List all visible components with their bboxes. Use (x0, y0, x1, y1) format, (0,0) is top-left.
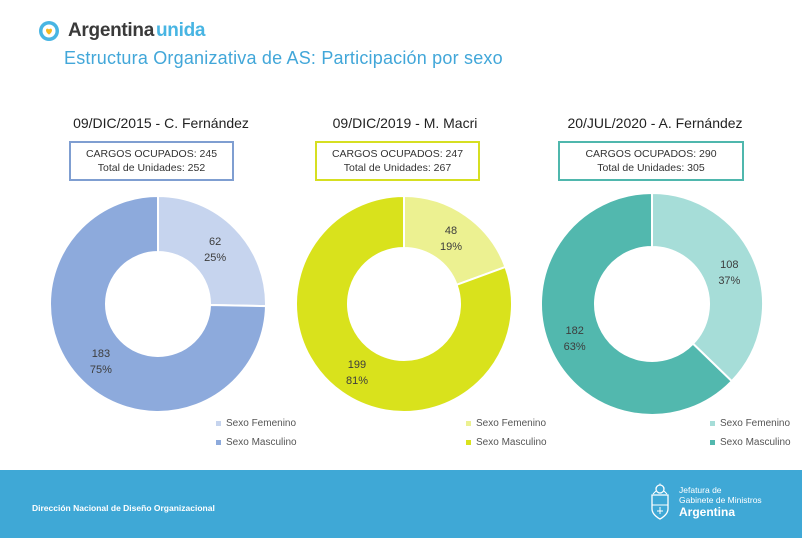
slice-value-label: 183 (92, 348, 110, 360)
legend-item-femenino: Sexo Femenino (710, 418, 790, 429)
legend-item-femenino: Sexo Femenino (216, 418, 296, 429)
footer-org-text: Jefatura de Gabinete de Ministros Argent… (679, 485, 762, 519)
footer-org-block: Jefatura de Gabinete de Ministros Argent… (648, 483, 762, 521)
slice-percent-label: 19% (440, 241, 462, 253)
slice-value-label: 199 (348, 359, 366, 371)
info-cargos: CARGOS OCUPADOS: 247 (331, 148, 464, 160)
brand-accent: unida (155, 20, 206, 41)
info-box: CARGOS OCUPADOS: 290 Total de Unidades: … (558, 141, 744, 181)
info-cargos: CARGOS OCUPADOS: 245 (85, 148, 218, 160)
chart-title: 20/JUL/2020 - A. Fernández (567, 115, 743, 131)
slice-value-label: 182 (565, 325, 583, 337)
legend-label-masculino: Sexo Masculino (720, 437, 791, 448)
info-unidades: Total de Unidades: 267 (343, 162, 452, 174)
brand-name: Argentina (68, 20, 154, 41)
chart-panel-2019: 09/DIC/2019 - M. Macri CARGOS OCUPADOS: … (280, 110, 547, 470)
heart-circle-icon (39, 21, 59, 41)
donut-slice-femenino (651, 191, 764, 383)
info-cargos: CARGOS OCUPADOS: 290 (585, 148, 717, 160)
donut-chart: 108 37% 182 63% (540, 191, 764, 416)
slice-percent-label: 75% (90, 364, 112, 376)
donut-slice-femenino (403, 194, 507, 287)
legend-label-femenino: Sexo Femenino (226, 418, 297, 429)
footer-org-country: Argentina (679, 505, 736, 519)
slice-value-label: 62 (209, 236, 221, 248)
legend-label-femenino: Sexo Femenino (720, 418, 791, 429)
info-box: CARGOS OCUPADOS: 247 Total de Unidades: … (315, 141, 480, 181)
donut-slice-femenino (157, 194, 267, 308)
chart-title: 09/DIC/2019 - M. Macri (332, 115, 478, 131)
footer-department: Dirección Nacional de Diseño Organizacio… (32, 503, 215, 513)
brand-logo-block: Argentina unida (38, 16, 205, 46)
footer-org-line1: Jefatura de (679, 485, 722, 495)
legend-item-masculino: Sexo Masculino (466, 437, 547, 448)
legend-item-masculino: Sexo Masculino (710, 437, 791, 448)
chart-panel-2020: 20/JUL/2020 - A. Fernández CARGOS OCUPAD… (530, 110, 791, 470)
footer-org-line2: Gabinete de Ministros (679, 495, 762, 505)
chart-title: 09/DIC/2015 - C. Fernández (73, 115, 249, 131)
slice-percent-label: 81% (346, 375, 368, 387)
donut-slice-masculino (540, 191, 734, 416)
chart-panel-2015: 09/DIC/2015 - C. Fernández CARGOS OCUPAD… (36, 110, 297, 470)
legend-swatch-masculino (466, 440, 471, 445)
legend-swatch-masculino (710, 440, 715, 445)
legend-swatch-femenino (466, 421, 471, 426)
info-box: CARGOS OCUPADOS: 245 Total de Unidades: … (69, 141, 234, 181)
donut-slice-masculino (295, 194, 513, 413)
info-unidades: Total de Unidades: 305 (597, 162, 705, 174)
legend-label-femenino: Sexo Femenino (476, 418, 547, 429)
slice-value-label: 48 (445, 225, 457, 237)
slice-percent-label: 63% (564, 341, 586, 353)
legend-swatch-femenino (710, 421, 715, 426)
national-shield-icon (651, 483, 669, 520)
legend-label-masculino: Sexo Masculino (476, 437, 547, 448)
legend-swatch-femenino (216, 421, 221, 426)
slice-value-label: 108 (720, 259, 738, 271)
donut-slice-masculino (49, 194, 268, 413)
donut-chart: 48 19% 199 81% (295, 194, 513, 413)
slice-percent-label: 37% (718, 275, 740, 287)
legend-item-femenino: Sexo Femenino (466, 418, 546, 429)
slice-percent-label: 25% (204, 252, 226, 264)
legend-swatch-masculino (216, 440, 221, 445)
legend-item-masculino: Sexo Masculino (216, 437, 297, 448)
page-title: Estructura Organizativa de AS: Participa… (64, 48, 503, 68)
footer: Dirección Nacional de Diseño Organizacio… (0, 470, 802, 538)
donut-chart: 62 25% 183 75% (49, 194, 268, 413)
legend-label-masculino: Sexo Masculino (226, 437, 297, 448)
info-unidades: Total de Unidades: 252 (97, 162, 206, 174)
